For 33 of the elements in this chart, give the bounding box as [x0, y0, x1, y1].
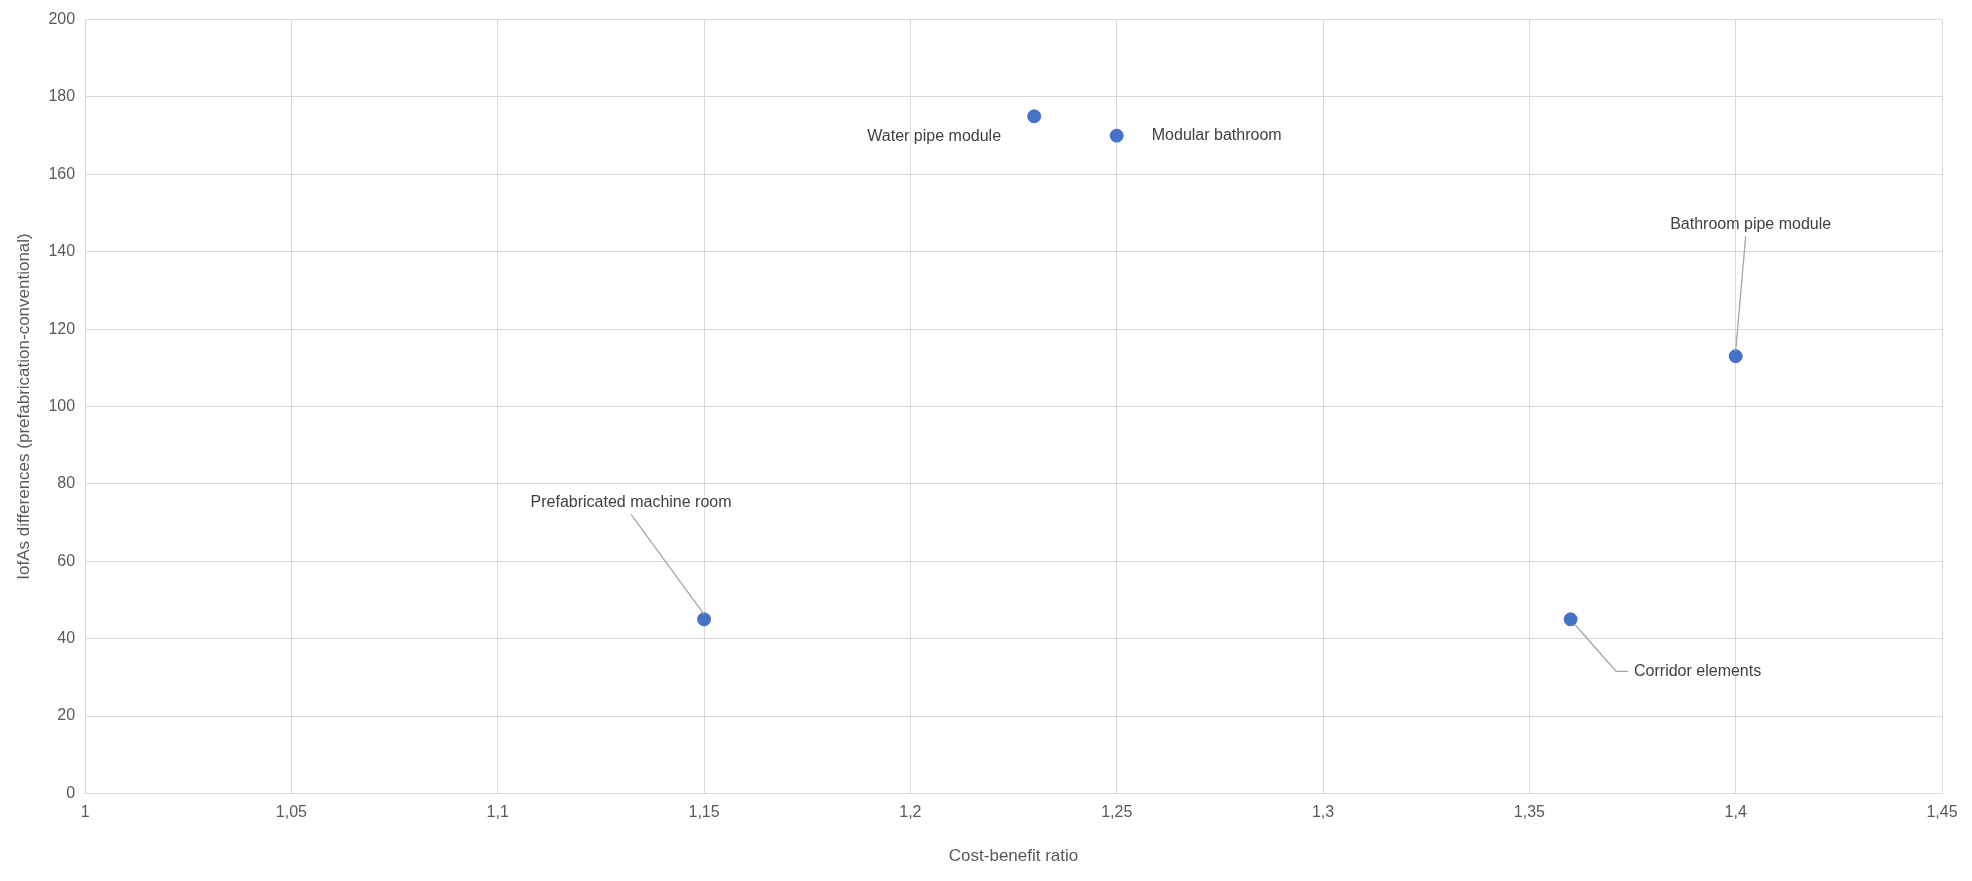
y-axis-title: IofAs differences (prefabrication-conventional) [13, 233, 33, 580]
y-tick-label: 80 [57, 474, 76, 492]
y-tick-label: 140 [48, 242, 76, 260]
point [1728, 349, 1743, 364]
x-tick-label: 1,1 [486, 803, 509, 821]
point [1109, 128, 1124, 143]
annotation: Modular bathroom [1151, 126, 1282, 144]
x-tick-label: 1,05 [275, 803, 308, 821]
y-tick-label: 160 [48, 164, 76, 182]
annotation: Corridor elements [1634, 661, 1762, 679]
annotation: Water pipe module [867, 126, 1002, 144]
x-tick-label: 1 [80, 803, 90, 821]
y-tick-label: 0 [66, 783, 76, 801]
y-tick-label: 200 [48, 10, 76, 28]
x-tick-label: 1,2 [899, 803, 922, 821]
x-tick-label: 1,35 [1513, 803, 1546, 821]
point [1563, 612, 1578, 627]
y-tick-label: 40 [57, 629, 76, 647]
y-tick-label: 180 [48, 87, 76, 105]
y-tick-label: 100 [48, 396, 76, 414]
annotation: Bathroom pipe module [1670, 214, 1832, 232]
x-axis-title: Cost-benefit ratio [948, 846, 1079, 866]
x-tick-label: 1,4 [1724, 803, 1747, 821]
annotation: Prefabricated machine room [530, 492, 732, 510]
x-tick-label: 1,3 [1311, 803, 1335, 821]
y-tick-label: 60 [57, 551, 76, 569]
y-tick-label: 20 [57, 706, 76, 724]
point [697, 612, 712, 627]
x-tick-label: 1,25 [1101, 803, 1133, 821]
x-tick-label: 1,45 [1926, 803, 1958, 821]
y-tick-label: 120 [48, 319, 76, 337]
x-tick-label: 1,15 [688, 803, 720, 821]
point [1027, 109, 1042, 124]
